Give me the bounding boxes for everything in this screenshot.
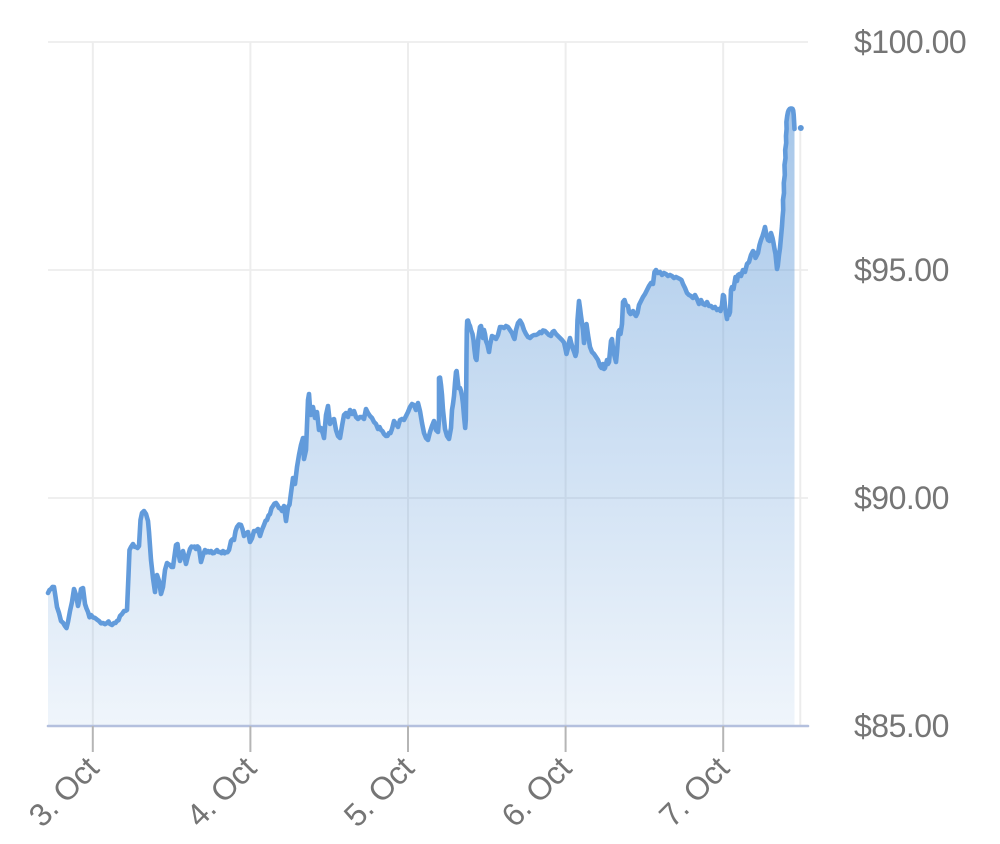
svg-text:$85.00: $85.00 (854, 708, 949, 744)
svg-text:$100.00: $100.00 (854, 24, 966, 60)
svg-text:$90.00: $90.00 (854, 480, 949, 516)
svg-text:$95.00: $95.00 (854, 252, 949, 288)
